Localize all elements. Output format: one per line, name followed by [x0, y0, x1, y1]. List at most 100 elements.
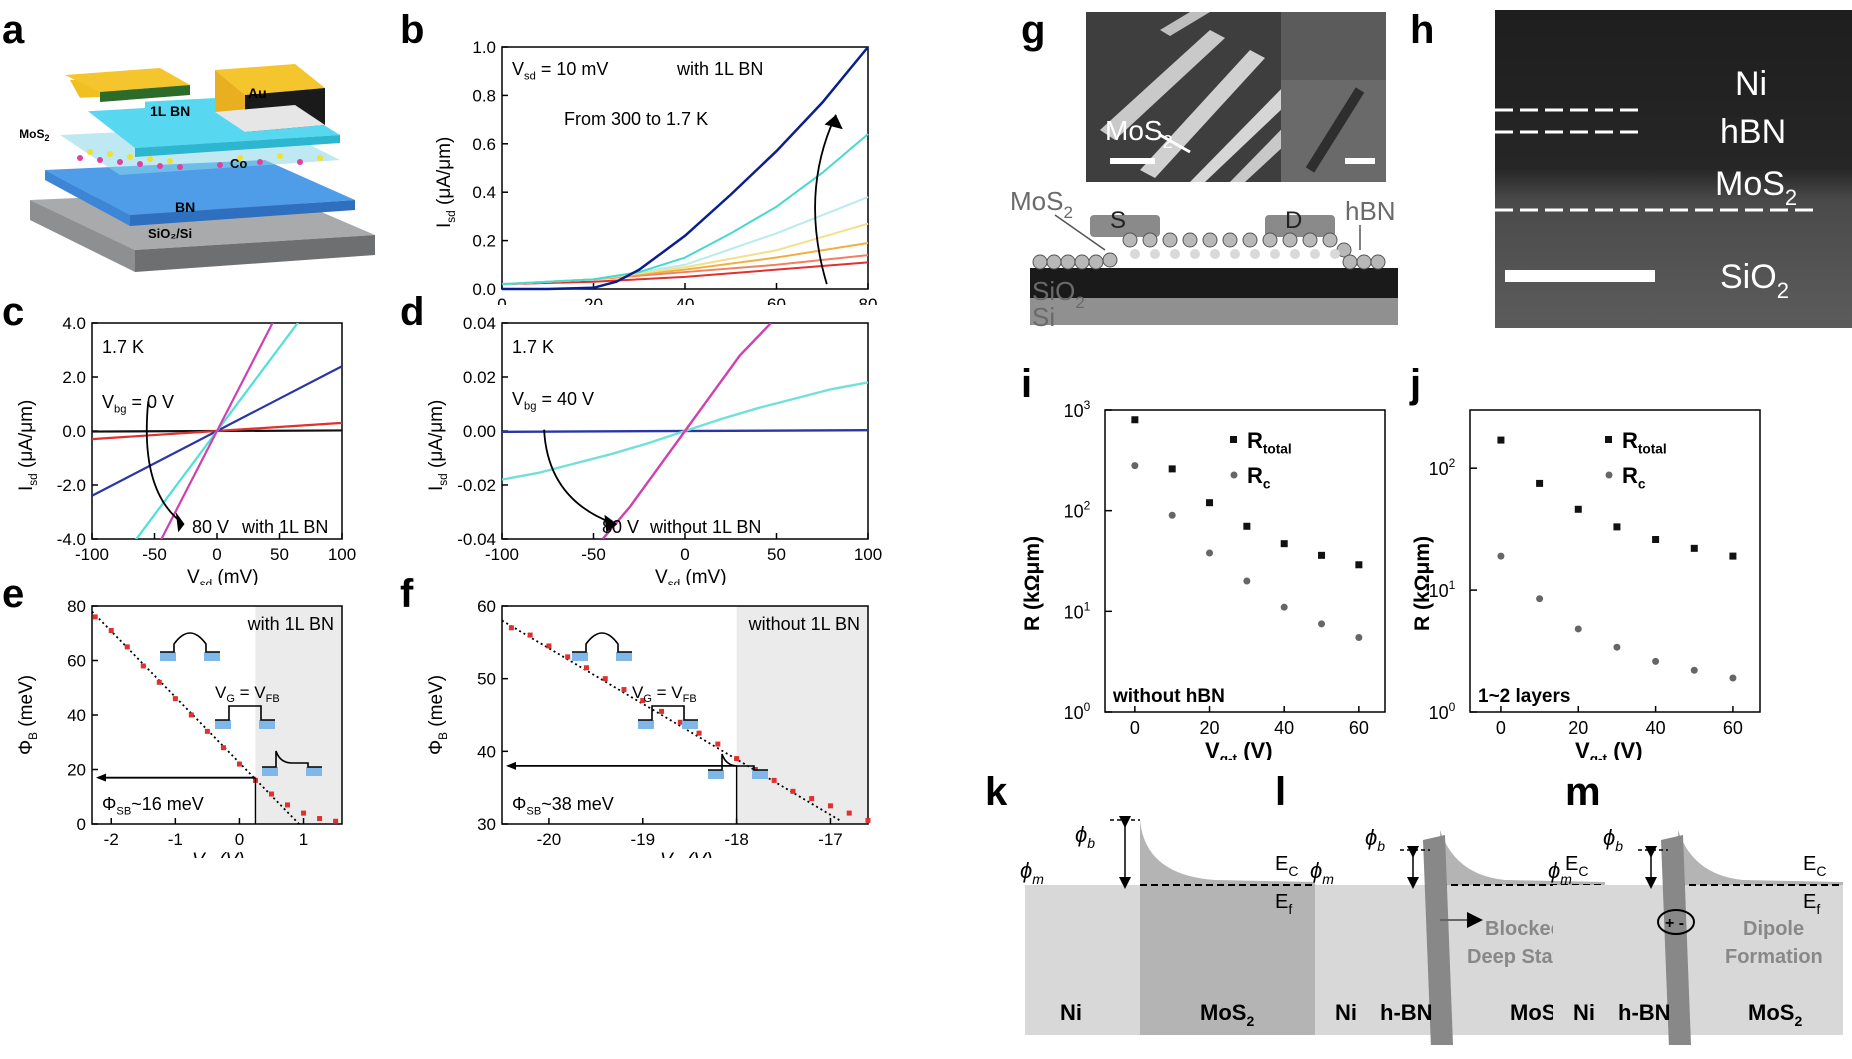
panel-label-g: g [1021, 8, 1046, 52]
panel-b-chart: 0 20 40 60 80 0.0 0.2 0.4 0.6 0.8 1.0 Vsd = 10 mV wi… [434, 38, 878, 305]
panel-j-chart: 0 20 40 60 100 101 102 Rtotal Rc 1~2 layers Vg-t (… [1411, 409, 1761, 760]
vbg-arrow [145, 401, 183, 524]
x-tick-label: 1 [299, 830, 308, 849]
data-point [602, 676, 608, 682]
inset-fill-right [752, 770, 768, 779]
data-point-rc [1729, 674, 1737, 682]
y-tick-label: -2.0 [57, 476, 86, 495]
annotation-temperature: From 300 to 1.7 K [564, 109, 708, 129]
data-point [659, 708, 665, 714]
y-tick-label: 0.8 [472, 86, 496, 105]
y-tick-label: 101 [1429, 578, 1456, 601]
x-axis-label: Vg-t (V) [1205, 738, 1273, 760]
series-group [502, 323, 868, 539]
inset-band-line [572, 632, 632, 653]
data-point [809, 796, 815, 802]
series-line-1.7K [502, 46, 869, 291]
l-ni: Ni [1335, 1000, 1357, 1025]
y-tick-label: -0.04 [457, 530, 496, 549]
panel-d-chart: -100 -50 0 50 100 -0.04 -0.02 0.00 0.02 0.04 1.7 K… [426, 315, 882, 585]
g-hbn-label: hBN [1345, 196, 1396, 226]
data-point-rc [1536, 595, 1544, 603]
y-tick-label: 4.0 [62, 315, 86, 333]
legend-marker-rtotal [1230, 436, 1237, 443]
y-tick-label: -0.02 [457, 476, 496, 495]
data-point [846, 810, 852, 816]
x-axis-label: Vsd (mV) [187, 567, 259, 585]
y-tick-label: 100 [1429, 700, 1456, 723]
data-point [640, 697, 646, 703]
y-tick-label: 0.02 [463, 368, 496, 387]
panel-h-image: Ni hBN MoS2 SiO2 [1495, 10, 1852, 328]
x-tick-label: 20 [584, 295, 603, 305]
y-axis-label: Isd (μA/μm) [434, 137, 458, 228]
data-point [140, 663, 146, 669]
y-tick-label: 0.00 [463, 422, 496, 441]
data-point [172, 696, 178, 702]
vbg-arrow [543, 429, 613, 524]
panel-a-schematic: 1L BN Au Co 1L MoS2 BN SiO₂/Si [20, 64, 375, 272]
annotation-vbg: Vbg = 40 V [512, 389, 594, 413]
x-tick-label: 60 [1349, 718, 1369, 738]
data-point-rtotal [1729, 552, 1737, 560]
y-tick-label: 0.0 [472, 280, 496, 299]
data-point-rtotal [1206, 499, 1214, 507]
data-point-rc [1206, 549, 1214, 557]
annotation-corner: with 1L BN [247, 614, 334, 634]
data-point [677, 719, 683, 725]
inset-band-line [262, 750, 322, 768]
band-inset-flat [638, 705, 698, 729]
h-hbn-label: hBN [1720, 113, 1786, 151]
x-tick-label: 20 [1568, 718, 1588, 738]
plot-frame [501, 605, 869, 825]
annotation-vsd: Vsd = 10 mV [512, 59, 608, 83]
data-point-rc [1131, 462, 1139, 470]
data-point-rtotal [1536, 479, 1544, 487]
data-point-rtotal [1280, 540, 1288, 548]
inset-fill-left [638, 720, 654, 729]
l-ec: EC [1565, 853, 1588, 879]
g-source-label: S [1110, 207, 1126, 234]
legend-rc: Rc [1622, 463, 1646, 492]
data-point-rtotal [1355, 561, 1363, 569]
data-point [546, 643, 552, 649]
panel-f-chart: -20 -19 -18 -17 30 40 50 60 without 1L BN VG = VF… [426, 598, 871, 858]
data-point [333, 818, 339, 824]
data-point-rc [1690, 666, 1698, 674]
label-sio2-si: SiO₂/Si [148, 226, 192, 241]
y-tick-label: 20 [67, 761, 86, 780]
l-phim: ϕm [1310, 858, 1334, 887]
label-co: Co [230, 156, 247, 171]
y-tick-label: 50 [477, 670, 496, 689]
x-axis-label: VG (V) [660, 850, 712, 858]
m-ni: Ni [1573, 1000, 1595, 1025]
data-point [92, 614, 98, 620]
x-tick-label: 80 [859, 295, 878, 305]
m-dipole: Dipole [1743, 918, 1804, 940]
x-tick-label: 40 [676, 295, 695, 305]
y-tick-label: 60 [477, 598, 496, 616]
series-line-T5 [501, 242, 869, 286]
y-axis-label: ΦB (meV) [16, 675, 40, 755]
band-inset-flat [215, 705, 275, 729]
m-ec: EC [1803, 853, 1826, 879]
legend-marker-rc [1230, 471, 1238, 479]
k-ec: EC [1275, 853, 1298, 879]
x-tick-label: -19 [630, 830, 655, 849]
legend-marker-rtotal [1605, 436, 1612, 443]
shaded-region [255, 606, 342, 824]
y-tick-label: 0.4 [472, 183, 496, 202]
x-tick-label: 0 [235, 830, 244, 849]
y-tick-label: -4.0 [57, 530, 86, 549]
panel-label-m: m [1565, 770, 1601, 814]
plot-frame [1104, 409, 1386, 713]
x-axis-label: VG (V) [192, 850, 244, 858]
data-point [108, 628, 114, 634]
k-ni: Ni [1060, 1000, 1082, 1025]
y-tick-label: 103 [1064, 398, 1091, 421]
data-point [236, 761, 242, 767]
data-point-rc [1652, 657, 1660, 665]
panel-label-a: a [2, 8, 25, 52]
data-point [124, 644, 130, 650]
inset-fill-right [682, 720, 698, 729]
